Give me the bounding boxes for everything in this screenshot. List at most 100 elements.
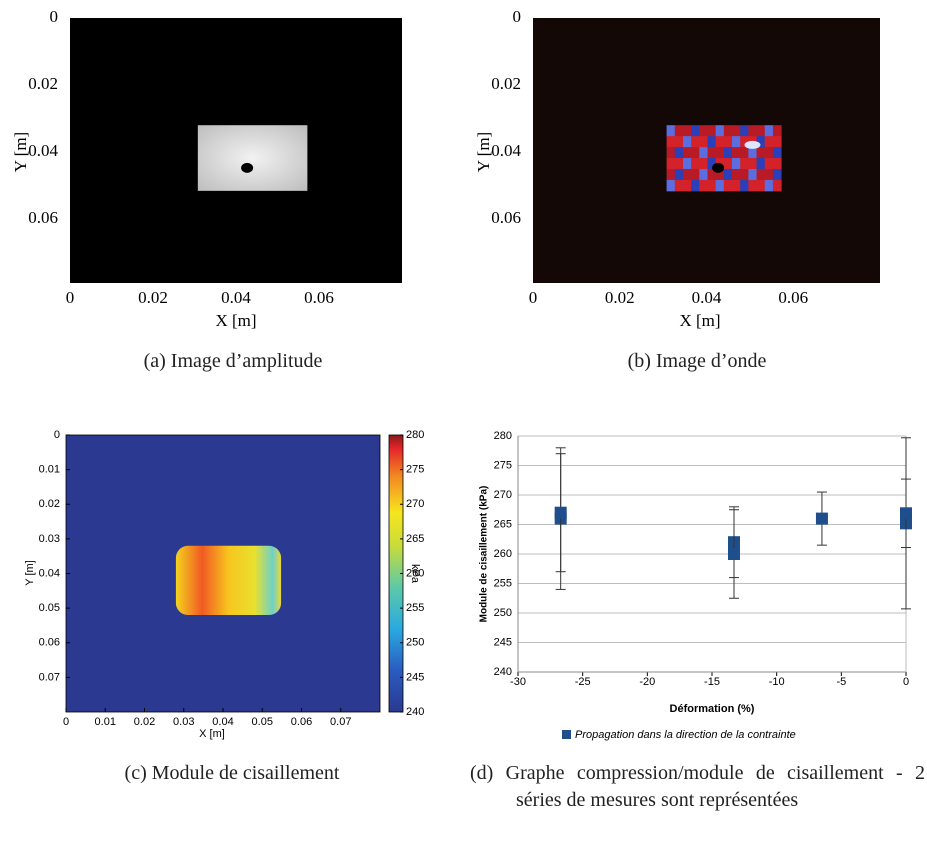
- inclusion: [175, 545, 282, 616]
- wave-cell: [707, 125, 717, 137]
- wave-cell: [756, 158, 766, 170]
- x-tick-label: -15: [704, 676, 720, 688]
- inclusion: [197, 125, 308, 191]
- wave-cell: [772, 147, 782, 159]
- wave-cell: [732, 125, 741, 137]
- x-tick-label: 0.02: [605, 288, 635, 307]
- wave-cell: [674, 136, 684, 148]
- wave-cell: [674, 158, 684, 170]
- x-tick-label: -10: [769, 676, 785, 688]
- y-tick-label: 0: [513, 7, 522, 26]
- inclusion-hole: [712, 162, 725, 173]
- wave-cell: [715, 147, 725, 159]
- wave-cell: [674, 168, 684, 181]
- point: [900, 507, 912, 520]
- wave-cell: [723, 179, 733, 192]
- wave-cell: [764, 179, 774, 192]
- y-tick-label: 280: [494, 430, 512, 442]
- wave-cell: [707, 147, 717, 159]
- y-axis-label: Y [m]: [474, 132, 493, 172]
- colorbar-tick-label: 280: [406, 429, 424, 441]
- wave-cell: [699, 168, 708, 181]
- y-tick-label: 255: [494, 577, 512, 589]
- x-tick-label: 0.04: [221, 288, 251, 307]
- inclusion-hole: [241, 162, 254, 173]
- x-axis-label: X [m]: [199, 728, 225, 740]
- wave-cell: [756, 125, 766, 137]
- legend-swatch: [562, 730, 571, 739]
- wave-cell: [699, 179, 708, 192]
- y-tick-label: 0: [54, 429, 60, 441]
- wave-cell: [707, 136, 717, 148]
- wave-cell: [772, 158, 782, 170]
- x-tick-label: -30: [510, 676, 526, 688]
- x-axis-label: X [m]: [215, 311, 256, 330]
- point: [554, 506, 567, 519]
- wave-cell: [723, 147, 733, 159]
- wave-cell: [707, 168, 717, 181]
- wave-cell: [748, 147, 758, 159]
- x-tick-label: 0: [63, 716, 69, 728]
- wave-cell: [723, 136, 733, 148]
- wave-cell: [772, 125, 782, 137]
- y-tick-label: 0.05: [39, 602, 60, 614]
- y-tick-label: 0.06: [491, 208, 521, 227]
- y-tick-label: 0.02: [28, 74, 58, 93]
- wave-cell: [674, 125, 684, 137]
- wave-cell: [707, 179, 717, 192]
- y-axis-label: Y [m]: [24, 560, 36, 585]
- y-tick-label: 240: [494, 666, 512, 678]
- y-axis-label: Module de cisaillement (kPa): [479, 486, 490, 623]
- y-tick-label: 0.02: [491, 74, 521, 93]
- x-tick-label: 0.02: [138, 288, 168, 307]
- y-tick-label: 0: [50, 7, 59, 26]
- x-tick-label: 0: [66, 288, 75, 307]
- y-tick-label: 0.04: [491, 141, 521, 160]
- y-tick-label: 260: [494, 548, 512, 560]
- wave-cell: [748, 125, 758, 137]
- y-axis-label: Y [m]: [11, 132, 30, 172]
- x-axis-label: X [m]: [679, 311, 720, 330]
- wave-cell: [732, 147, 741, 159]
- wave-cell: [674, 147, 684, 159]
- x-tick-label: 0: [903, 676, 909, 688]
- wave-cell: [715, 179, 725, 192]
- colorbar-label: kPa: [409, 564, 421, 584]
- wave-cell: [691, 147, 700, 159]
- y-tick-label: 0.07: [39, 671, 60, 683]
- x-axis-label: Déformation (%): [670, 703, 755, 715]
- colorbar-tick-label: 265: [406, 533, 424, 545]
- y-tick-label: 0.04: [28, 141, 58, 160]
- wave-cell: [748, 158, 758, 170]
- y-tick-label: 250: [494, 607, 512, 619]
- colorbar-tick-label: 245: [406, 671, 424, 683]
- colorbar-tick-label: 270: [406, 498, 424, 510]
- wave-cell: [764, 136, 774, 148]
- x-tick-label: 0.04: [212, 716, 233, 728]
- y-tick-label: 0.01: [39, 464, 60, 476]
- x-tick-label: 0.06: [304, 288, 334, 307]
- x-tick-label: 0.02: [134, 716, 155, 728]
- y-tick-label: 265: [494, 518, 512, 530]
- wave-cell: [666, 136, 676, 148]
- wave-cell: [764, 168, 774, 181]
- wave-cell: [715, 136, 725, 148]
- x-tick-label: 0.04: [692, 288, 722, 307]
- colorbar-tick-label: 260: [406, 567, 424, 579]
- wave-cell: [740, 136, 749, 148]
- caption: (b) Image d’onde: [627, 350, 767, 372]
- x-tick-label: 0.03: [173, 716, 194, 728]
- x-tick-label: 0: [529, 288, 538, 307]
- wave-cell: [699, 147, 708, 159]
- wave-cell: [682, 147, 692, 159]
- wave-cell: [764, 147, 774, 159]
- wave-cell: [666, 125, 676, 137]
- wave-cell: [732, 158, 741, 170]
- wave-cell: [732, 179, 741, 192]
- wave-cell: [691, 125, 700, 137]
- wave-cell: [740, 179, 749, 192]
- wave-cell: [666, 147, 676, 159]
- x-tick-label: 0.07: [330, 716, 351, 728]
